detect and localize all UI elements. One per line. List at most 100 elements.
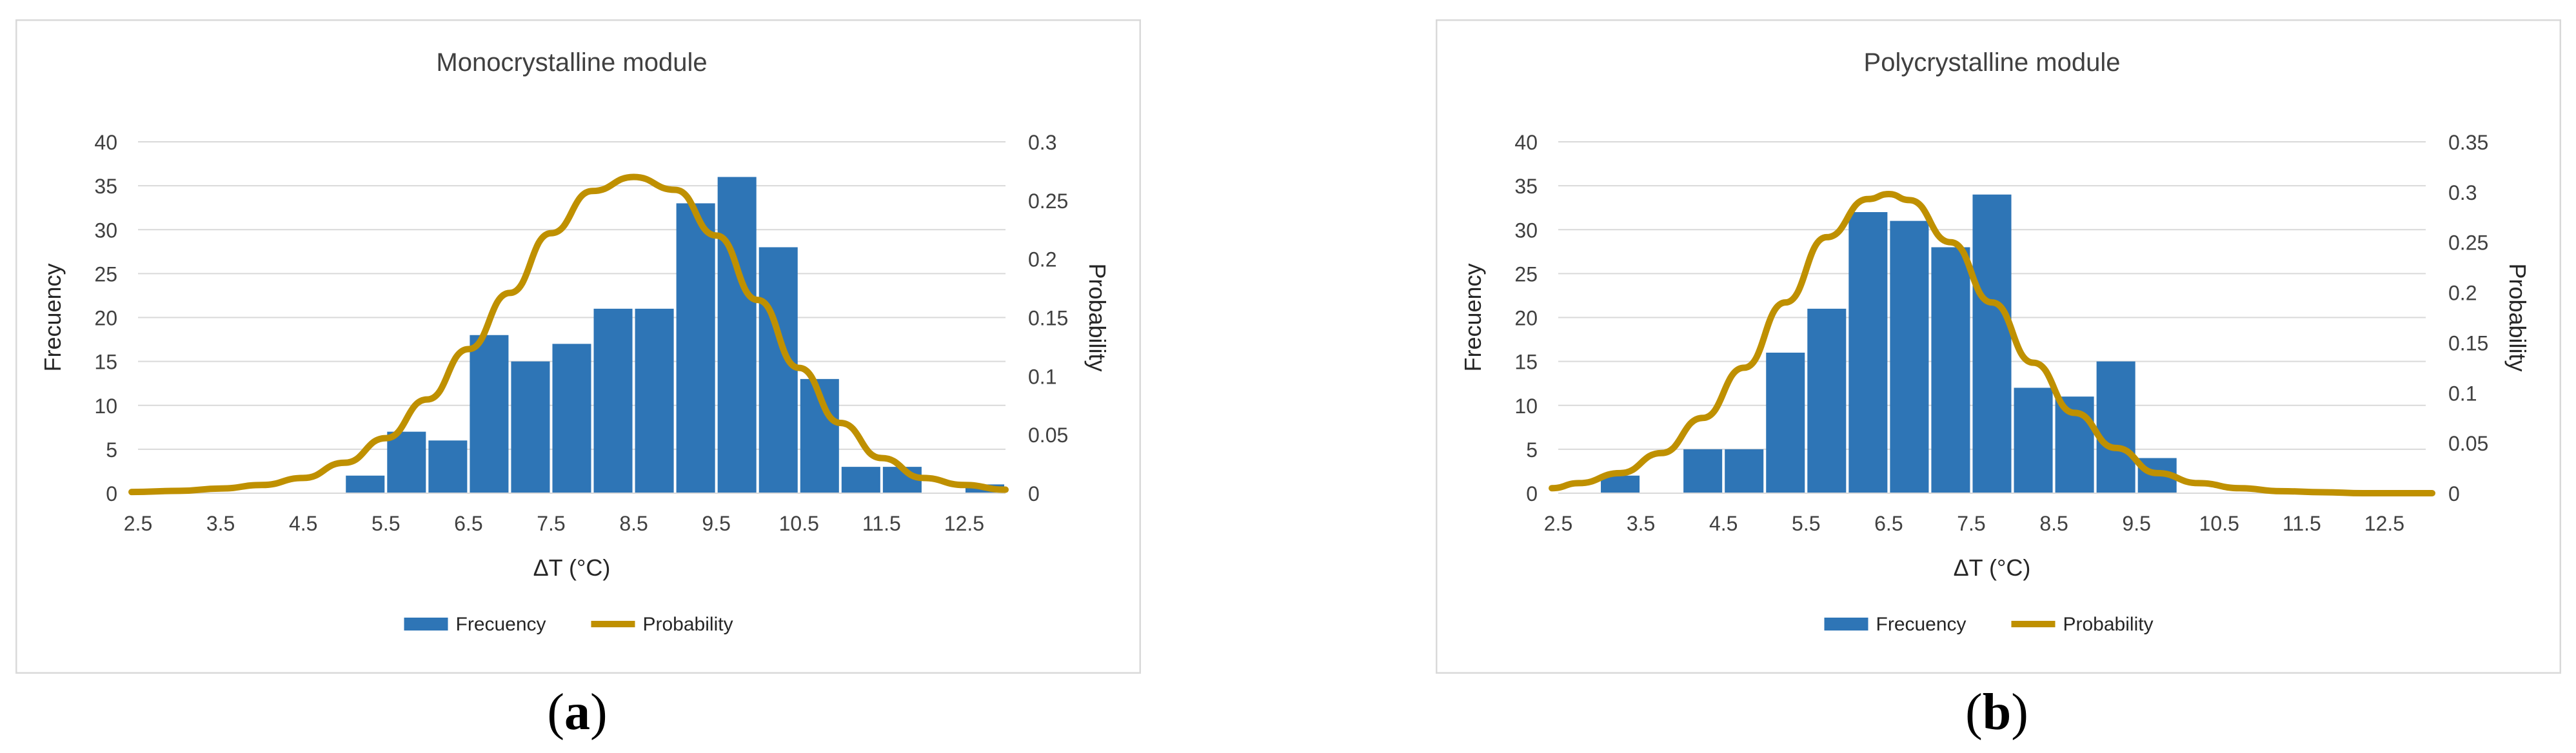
caption-b-letter: b (1982, 684, 2012, 741)
y2-tick-label: 0.35 (2448, 131, 2488, 154)
y-tick-label: 0 (106, 482, 117, 505)
y-tick-label: 30 (94, 219, 117, 242)
x-tick-label: 12.5 (2364, 512, 2404, 535)
histogram-bar (1972, 194, 2012, 493)
y-tick-label: 20 (1514, 307, 1538, 330)
y2-axis-title: Probability (2504, 263, 2531, 371)
histogram-bar (552, 344, 591, 493)
y-tick-label: 0 (1526, 482, 1538, 505)
legend-swatch-frecuency (404, 618, 448, 631)
y-tick-label: 20 (94, 307, 117, 330)
histogram-bar (2014, 387, 2053, 493)
y2-tick-label: 0 (1028, 482, 1040, 505)
y-tick-label: 40 (1514, 131, 1538, 154)
x-tick-label: 5.5 (1792, 512, 1820, 535)
histogram-bar (346, 475, 385, 493)
x-tick-label: 4.5 (1709, 512, 1738, 535)
chart-polycrystalline: Polycrystalline module 0 5 10 15 20 25 30 35 40 0 0… (1436, 19, 2561, 674)
x-tick-label: 11.5 (2283, 512, 2321, 535)
x-tick-label: 7.5 (537, 512, 565, 535)
chart-panel-polycrystalline: Polycrystalline module 0 5 10 15 20 25 30 35 40 0 0… (1436, 19, 2561, 674)
y2-tick-label: 0.3 (2448, 181, 2477, 204)
x-axis-title: ΔT (°C) (533, 554, 611, 581)
x-tick-label: 6.5 (454, 512, 482, 535)
legend-label-probability: Probability (643, 614, 733, 635)
x-tick-label: 10.5 (779, 512, 819, 535)
x-tick-label: 7.5 (1957, 512, 1985, 535)
x-tick-label: 9.5 (2122, 512, 2150, 535)
histogram-bar (1931, 247, 1970, 493)
histogram-bar (635, 308, 674, 493)
y-tick-label: 10 (1514, 395, 1538, 418)
histogram-bar (758, 247, 798, 493)
y2-tick-label: 0.25 (1028, 190, 1068, 213)
legend-label-probability: Probability (2063, 614, 2154, 635)
y2-tick-label: 0.15 (1028, 307, 1068, 330)
x-tick-label: 8.5 (619, 512, 648, 535)
histogram-bar (676, 203, 715, 493)
probability-line (1549, 190, 2435, 497)
y-tick-label: 25 (94, 262, 117, 286)
histogram-bar (1848, 212, 1888, 493)
caption-a: (a) (448, 683, 706, 742)
histogram-bar (717, 177, 757, 493)
chart-title: Polycrystalline module (1864, 48, 2121, 77)
histogram-bar (1683, 449, 1723, 493)
x-tick-label: 4.5 (289, 512, 317, 535)
x-tick-label: 10.5 (2199, 512, 2239, 535)
y-axis-title: Frecuency (39, 263, 66, 371)
y2-tick-label: 0.25 (2448, 231, 2488, 255)
histogram-bar (428, 440, 468, 493)
chart-title: Monocrystalline module (436, 48, 707, 77)
y-tick-label: 25 (1514, 262, 1538, 286)
caption-b: (b) (1868, 683, 2126, 742)
histogram-bar (1601, 475, 1640, 493)
x-tick-label: 12.5 (944, 512, 984, 535)
histogram-bar (511, 361, 550, 493)
x-tick-label: 5.5 (372, 512, 400, 535)
x-axis-title: ΔT (°C) (1954, 554, 2031, 581)
x-tick-label: 9.5 (702, 512, 730, 535)
y-tick-label: 5 (1526, 438, 1538, 462)
histogram-bar (470, 335, 509, 493)
caption-a-open: ( (547, 684, 564, 741)
histogram-bar (593, 308, 633, 493)
y-tick-label: 35 (94, 175, 117, 198)
legend-label-frecuency: Frecuency (1876, 614, 1967, 635)
caption-b-open: ( (1965, 684, 1983, 741)
y2-tick-label: 0.05 (2448, 432, 2488, 455)
histogram-bar (1807, 308, 1847, 493)
y2-tick-label: 0.1 (1028, 365, 1056, 388)
caption-a-letter: a (564, 684, 590, 741)
y2-tick-label: 0.2 (2448, 282, 2477, 305)
y-tick-label: 30 (1514, 219, 1538, 242)
y2-tick-label: 0.05 (1028, 424, 1068, 447)
chart-panel-monocrystalline: Monocrystalline module 0 5 10 15 20 25 30 35 40 0 0… (15, 19, 1141, 674)
histogram-bar (1890, 220, 1929, 493)
y-tick-label: 10 (94, 395, 117, 418)
x-tick-label: 2.5 (124, 512, 152, 535)
histogram-bar (1766, 353, 1805, 493)
chart-monocrystalline: Monocrystalline module 0 5 10 15 20 25 30 35 40 0 0… (15, 19, 1141, 674)
x-tick-label: 11.5 (862, 512, 901, 535)
y-tick-label: 15 (94, 351, 117, 374)
caption-b-close: ) (2011, 684, 2028, 741)
y2-tick-label: 0 (2448, 482, 2460, 505)
histogram-bar (2096, 361, 2135, 493)
y2-tick-label: 0.2 (1028, 248, 1056, 271)
x-tick-label: 3.5 (206, 512, 235, 535)
histogram-bar (841, 467, 880, 493)
caption-a-close: ) (590, 684, 608, 741)
y2-axis-title: Probability (1084, 263, 1111, 371)
x-tick-label: 8.5 (2039, 512, 2068, 535)
legend-swatch-frecuency (1824, 618, 1868, 631)
legend-label-frecuency: Frecuency (456, 614, 546, 635)
y-axis-title: Frecuency (1460, 263, 1486, 371)
x-tick-label: 3.5 (1627, 512, 1655, 535)
y-tick-label: 5 (106, 438, 117, 462)
x-tick-label: 6.5 (1874, 512, 1903, 535)
y-tick-label: 40 (94, 131, 117, 154)
y2-tick-label: 0.1 (2448, 382, 2477, 405)
probability-line (128, 173, 1009, 496)
y-tick-label: 15 (1514, 351, 1538, 374)
